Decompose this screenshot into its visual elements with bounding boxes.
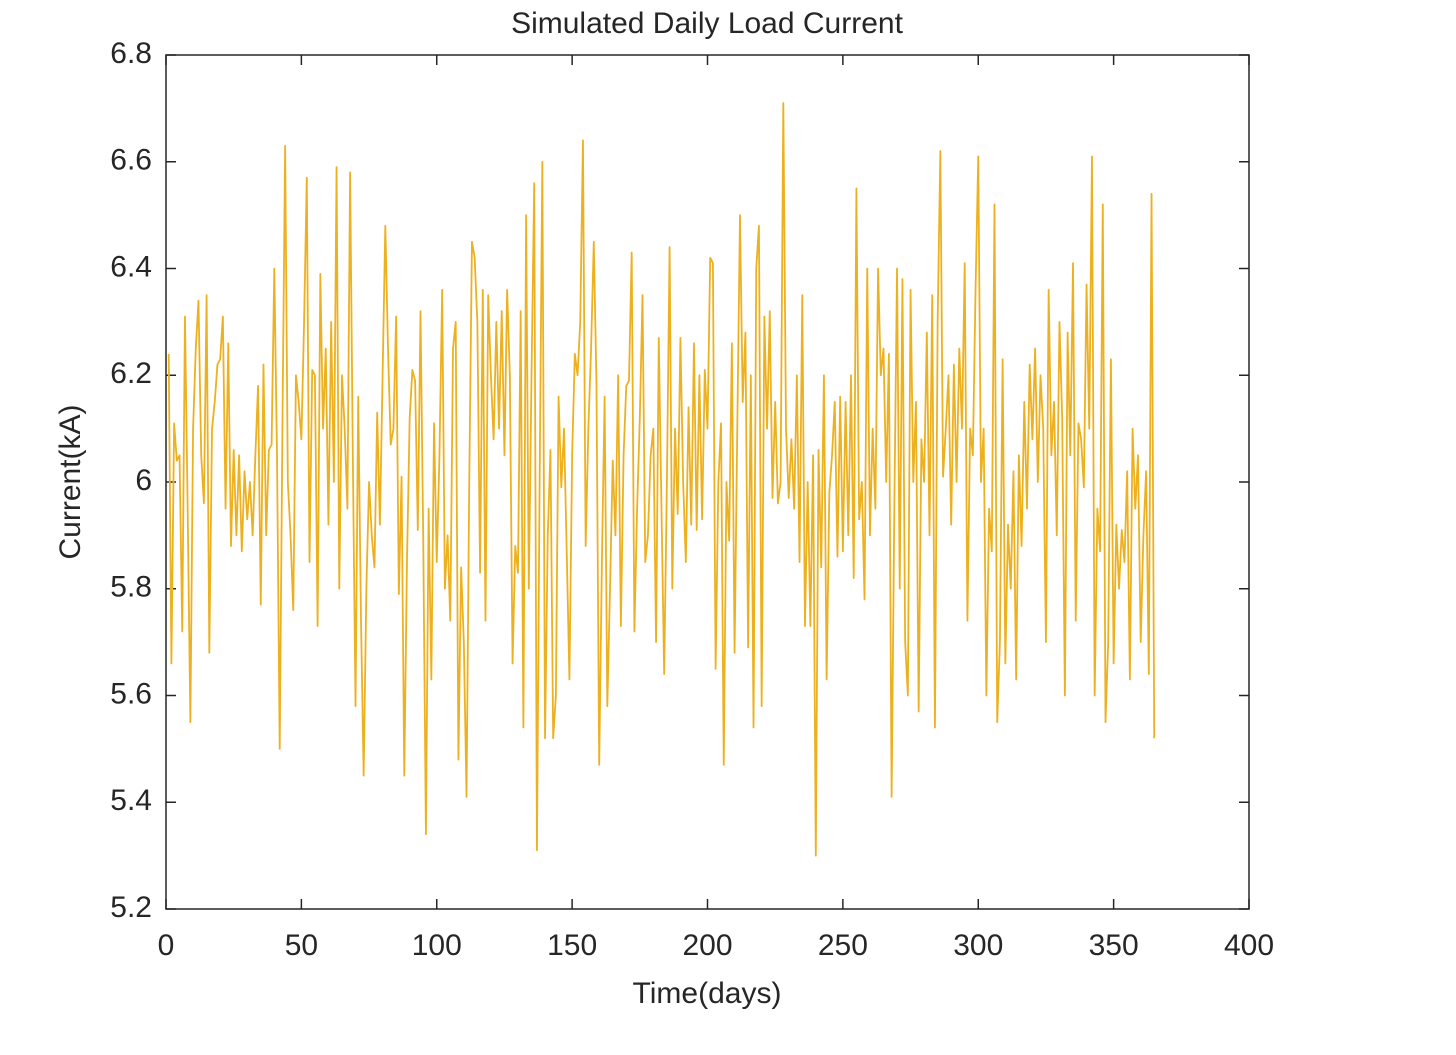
- chart-title: Simulated Daily Load Current: [511, 7, 904, 40]
- y-axis-label: Current(kA): [54, 404, 87, 559]
- x-tick-label: 300: [953, 929, 1003, 962]
- y-tick-label: 6.6: [110, 144, 152, 177]
- x-tick-label: 0: [158, 929, 175, 962]
- x-tick-label: 250: [818, 929, 868, 962]
- y-tick-label: 5.6: [110, 677, 152, 710]
- y-tick-label: 6.2: [110, 357, 152, 390]
- y-tick-label: 5.2: [110, 891, 152, 924]
- x-tick-label: 200: [682, 929, 732, 962]
- plot-frame: [165, 54, 1250, 910]
- x-axis-label: Time(days): [633, 977, 782, 1010]
- x-tick-label: 50: [285, 929, 318, 962]
- y-tick-label: 6: [135, 464, 152, 497]
- x-tick-label: 100: [412, 929, 462, 962]
- x-tick-label: 400: [1224, 929, 1274, 962]
- y-tick-label: 6.8: [110, 37, 152, 70]
- x-tick-label: 150: [547, 929, 597, 962]
- data-line: [167, 102, 1156, 857]
- y-tick-label: 6.4: [110, 250, 152, 283]
- x-tick-label: 350: [1089, 929, 1139, 962]
- y-tick-label: 5.8: [110, 571, 152, 604]
- y-tick-label: 5.4: [110, 784, 152, 817]
